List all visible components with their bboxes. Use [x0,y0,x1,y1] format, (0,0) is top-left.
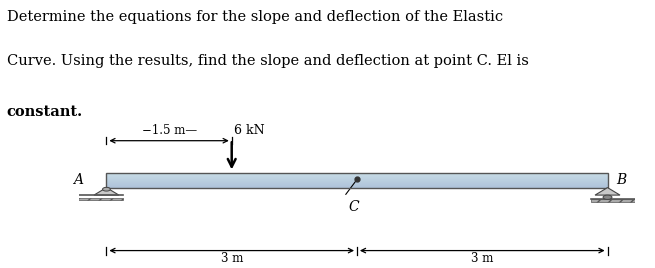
Text: 3 m: 3 m [221,252,243,265]
Bar [106,174,608,175]
Bar [591,199,638,202]
Bar [106,181,608,182]
Polygon shape [94,188,119,195]
Text: C: C [349,200,360,214]
Text: −1.5 m—: −1.5 m— [141,124,196,137]
Bar [106,173,608,188]
Bar [106,175,608,176]
Bar [106,182,608,183]
Bar [106,179,608,180]
Circle shape [603,195,612,199]
Text: A: A [73,173,83,187]
Text: constant.: constant. [7,105,83,119]
Bar [106,187,608,188]
Bar [106,178,608,179]
Polygon shape [595,188,620,195]
Text: Determine the equations for the slope and deflection of the Elastic: Determine the equations for the slope an… [7,10,502,24]
Bar [106,184,608,185]
Bar [106,176,608,177]
Bar [76,198,123,200]
Bar [106,173,608,174]
Text: 6 kN: 6 kN [234,124,265,137]
Text: B: B [616,173,626,187]
Bar [106,183,608,184]
Text: Curve. Using the results, find the slope and deflection at point C. El is: Curve. Using the results, find the slope… [7,54,529,68]
Bar [106,180,608,181]
Bar [106,177,608,178]
Text: 3 m: 3 m [471,252,493,265]
Bar [106,186,608,187]
Circle shape [103,187,110,191]
Bar [106,185,608,186]
